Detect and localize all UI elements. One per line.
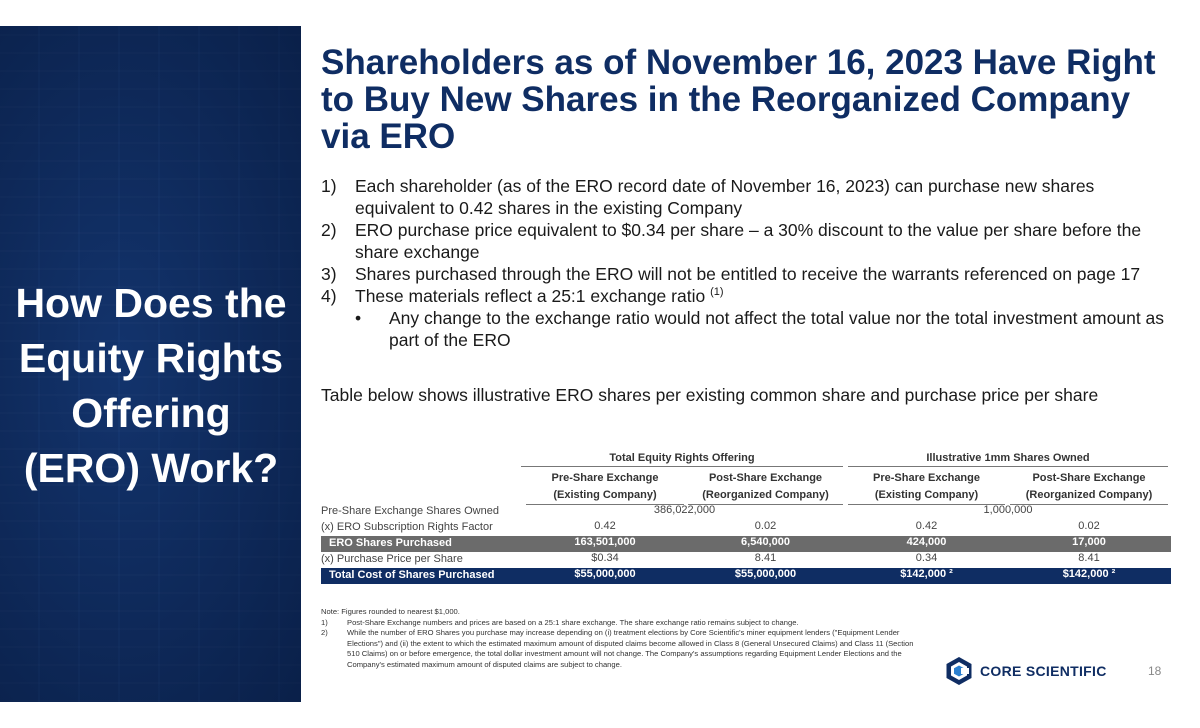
column-header-line2: (Existing Company)	[874, 489, 979, 501]
table-cell: $55,000,000	[734, 568, 797, 580]
footnote-key: 2)	[321, 628, 328, 637]
column-header-line2: (Existing Company)	[553, 489, 657, 501]
sub-bullet-item: • Any change to the exchange ratio would…	[321, 307, 1171, 351]
column-header-line1: Pre-Share Exchange	[873, 472, 980, 484]
table-row-total: Total Cost of Shares Purchased $55,000,0…	[321, 568, 1171, 584]
bullet-number: 4)	[321, 286, 337, 306]
column-header: Pre-Share Exchange (Existing Company)	[526, 470, 684, 505]
table-cell: $0.34	[591, 552, 619, 564]
column-header-line2: (Reorganized Company)	[702, 489, 829, 501]
bullet-item-3: 3) Shares purchased through the ERO will…	[321, 263, 1171, 285]
table-row: Pre-Share Exchange Shares Owned 386,022,…	[321, 504, 1171, 520]
sidebar-panel: How Does the Equity Rights Offering (ERO…	[0, 26, 301, 702]
table-cell: 0.02	[754, 520, 777, 532]
table-cell: 163,501,000	[574, 536, 636, 548]
row-label: (x) Purchase Price per Share	[321, 553, 463, 565]
sub-bullet-text: Any change to the exchange ratio would n…	[389, 308, 1165, 350]
sidebar-heading: How Does the Equity Rights Offering (ERO…	[15, 280, 287, 491]
table-cell: $55,000,000	[574, 568, 636, 580]
table-intro-text: Table below shows illustrative ERO share…	[321, 385, 1099, 405]
table-cell: $142,000 ²	[1062, 568, 1116, 580]
note-intro: Note: Figures rounded to nearest $1,000.	[321, 607, 460, 616]
bullet-text: ERO purchase price equivalent to $0.34 p…	[355, 220, 1142, 262]
table-cell: 6,540,000	[741, 536, 790, 548]
logo-wordmark: CORE SCIENTIFIC	[980, 663, 1107, 679]
column-header: Pre-Share Exchange (Existing Company)	[848, 470, 1005, 505]
sub-bullet-marker: •	[355, 308, 362, 328]
column-header-line2: (Reorganized Company)	[1025, 489, 1153, 501]
footnote-item: 1) Post-Share Exchange numbers and price…	[321, 618, 921, 629]
table-row: (x) Purchase Price per Share $0.34 8.41 …	[321, 552, 1171, 568]
column-header: Post-Share Exchange (Reorganized Company…	[1010, 470, 1168, 505]
merged-cell: 386,022,000	[653, 504, 716, 516]
row-label: Total Cost of Shares Purchased	[329, 569, 495, 581]
footnote-key: 1)	[321, 617, 328, 627]
row-label: (x) ERO Subscription Rights Factor	[321, 521, 493, 533]
bullet-text: These materials reflect a 25:1 exchange …	[355, 285, 1171, 307]
bullet-item-1: 1) Each shareholder (as of the ERO recor…	[321, 175, 1171, 219]
merged-cell: 1,000,000	[983, 504, 1033, 516]
footnote-text: While the number of ERO Shares you purch…	[347, 628, 914, 669]
column-header-line1: Pre-Share Exchange	[551, 472, 659, 484]
bullet-list: 1) Each shareholder (as of the ERO recor…	[321, 175, 1171, 351]
table-cell: 0.42	[594, 520, 616, 532]
bullet-number: 2)	[321, 220, 337, 240]
footnotes: Note: Figures rounded to nearest $1,000.…	[321, 607, 921, 670]
page-title: Shareholders as of November 16, 2023 Hav…	[321, 43, 1156, 156]
footnote-item: 2) While the number of ERO Shares you pu…	[321, 628, 921, 670]
bullet-item-4: 4) These materials reflect a 25:1 exchan…	[321, 285, 1171, 307]
column-header-line1: Post-Share Exchange	[708, 472, 823, 484]
page-number: 18	[1148, 664, 1162, 678]
bullet-number: 3)	[321, 264, 337, 284]
column-header-line1: Post-Share Exchange	[1032, 472, 1146, 484]
bullet-text: Shares purchased through the ERO will no…	[355, 264, 1141, 284]
table-cell: 0.34	[915, 552, 938, 564]
bullet-number: 1)	[321, 176, 337, 196]
table-cell: 17,000	[1072, 536, 1106, 548]
table-cell: 8.41	[754, 552, 777, 564]
footnote-text: Post-Share Exchange numbers and prices a…	[347, 617, 799, 627]
table-cell: 424,000	[906, 536, 947, 548]
company-logo: CORE SCIENTIFIC	[944, 656, 1114, 686]
hexagon-logo-icon	[946, 657, 972, 685]
row-label: ERO Shares Purchased	[329, 537, 452, 549]
group-header-1mm-shares: Illustrative 1mm Shares Owned	[848, 452, 1168, 467]
column-header: Post-Share Exchange (Reorganized Company…	[688, 470, 843, 505]
bullet-item-2: 2) ERO purchase price equivalent to $0.3…	[321, 219, 1171, 263]
table-cell: 8.41	[1078, 552, 1100, 564]
bullet-text: Each shareholder (as of the ERO record d…	[355, 176, 1095, 218]
table-cell: 0.42	[915, 520, 938, 532]
table-cell: $142,000 ²	[900, 568, 953, 580]
table-row: (x) ERO Subscription Rights Factor 0.42 …	[321, 520, 1171, 536]
table-cell: 0.02	[1078, 520, 1100, 532]
bullet-text-main: These materials reflect a 25:1 exchange …	[355, 286, 706, 306]
footnote-ref: (1)	[710, 286, 724, 299]
row-label: Pre-Share Exchange Shares Owned	[321, 505, 499, 517]
table-row-highlight: ERO Shares Purchased 163,501,000 6,540,0…	[321, 536, 1171, 552]
group-header-total-ero: Total Equity Rights Offering	[521, 452, 843, 467]
